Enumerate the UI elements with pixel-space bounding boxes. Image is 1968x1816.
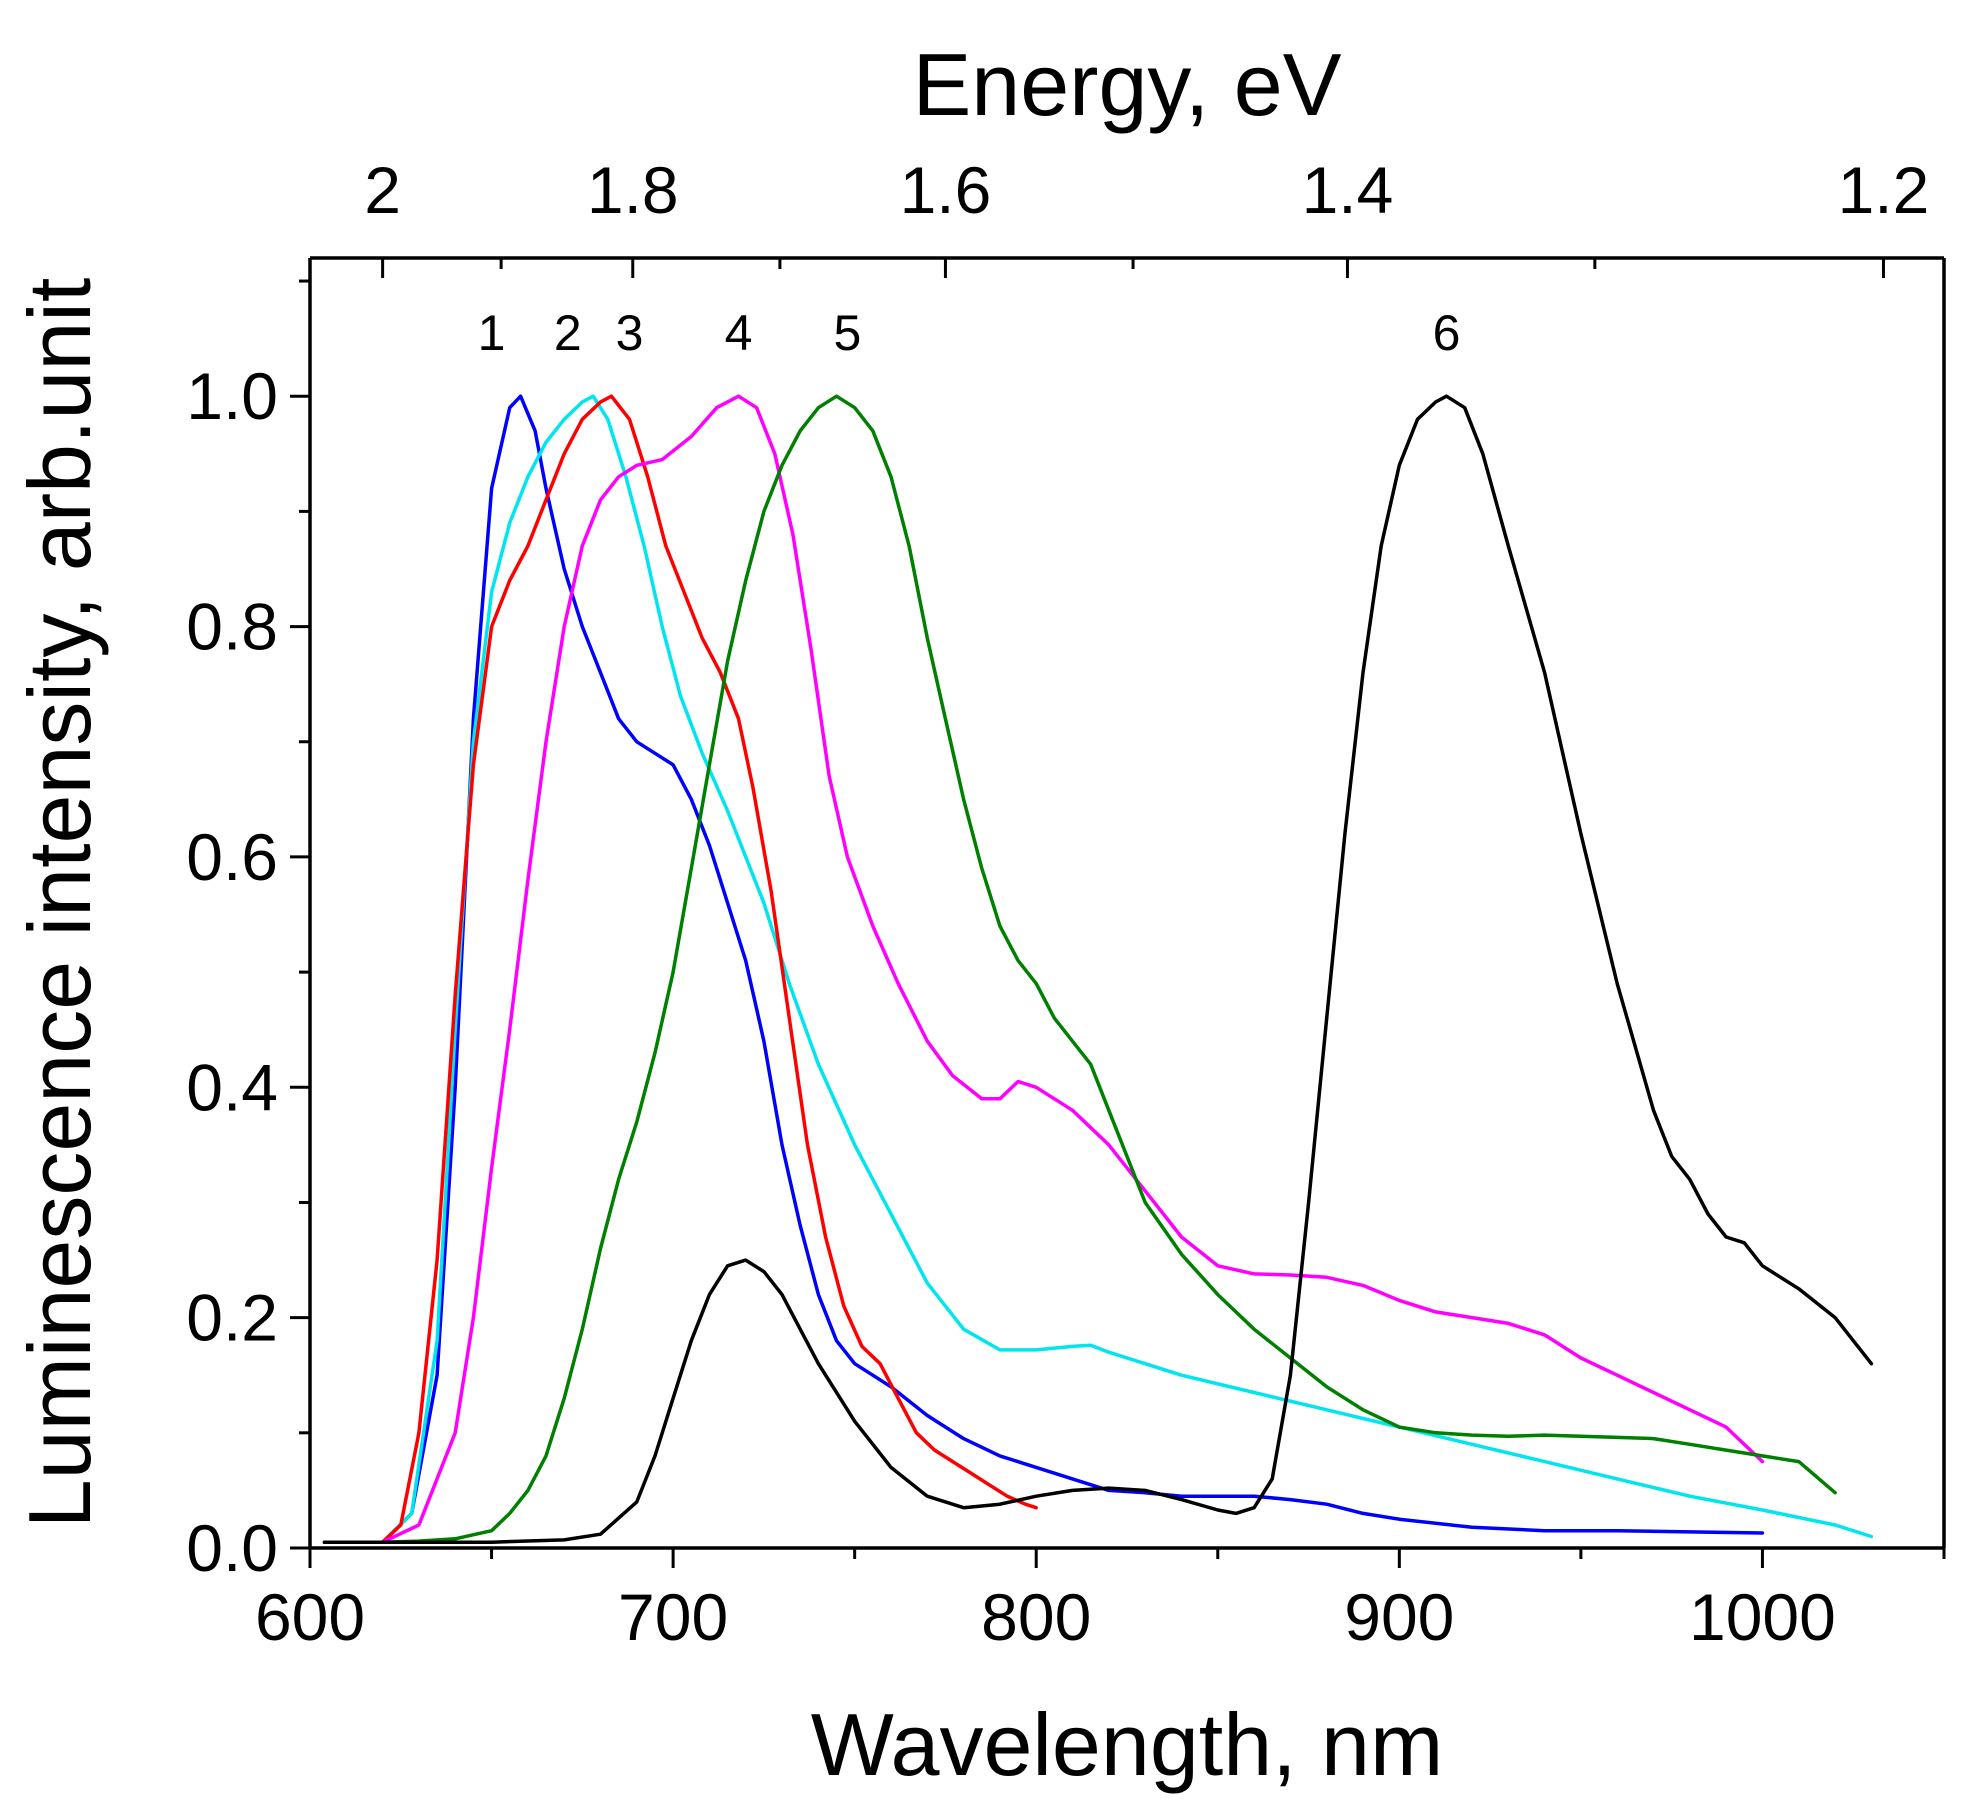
series-6-line [322, 394, 1874, 1544]
y-tick-label: 0.2 [186, 1281, 278, 1355]
x-tick-label: 900 [1344, 1580, 1454, 1654]
y-tick-label: 0.0 [186, 1511, 278, 1585]
plot-frame [308, 256, 1946, 1550]
series-4-line [322, 394, 1765, 1544]
series-2-label: 2 [554, 305, 582, 361]
y-tick-label: 0.8 [186, 590, 278, 664]
energy-tick-label: 1.4 [1302, 153, 1394, 227]
series-1-line [322, 394, 1765, 1544]
x-axis-ticks: 600 700 800 900 1000 [255, 1548, 1946, 1654]
energy-axis-title: Energy, eV [913, 35, 1342, 134]
y-axis-ticks: 0.0 0.2 0.4 0.6 0.8 1.0 [186, 279, 310, 1585]
x-axis-title: Wavelength, nm [811, 1695, 1444, 1794]
series-4-label: 4 [725, 305, 753, 361]
series-3-label: 3 [616, 305, 644, 361]
energy-tick-label: 2 [364, 153, 401, 227]
x-tick-label: 1000 [1689, 1580, 1836, 1654]
series-1-label: 1 [478, 305, 506, 361]
x-tick-label: 600 [255, 1580, 365, 1654]
energy-tick-label: 1.2 [1838, 153, 1930, 227]
series-layer [322, 394, 1874, 1544]
x-tick-label: 700 [618, 1580, 728, 1654]
y-tick-label: 0.4 [186, 1050, 278, 1124]
series-6-label: 6 [1433, 305, 1461, 361]
energy-tick-label: 1.6 [900, 153, 992, 227]
series-5-label: 5 [833, 305, 861, 361]
y-tick-label: 1.0 [186, 359, 278, 433]
energy-axis-ticks: 2 1.8 1.6 1.4 1.2 [364, 153, 1929, 278]
energy-tick-label: 1.8 [587, 153, 679, 227]
series-5-line [322, 394, 1837, 1544]
x-tick-label: 800 [981, 1580, 1091, 1654]
y-tick-label: 0.6 [186, 820, 278, 894]
series-3-line [322, 394, 1038, 1544]
y-axis-title: Luminescence intensity, arb.unit [10, 278, 109, 1529]
series-2-line [322, 394, 1874, 1544]
